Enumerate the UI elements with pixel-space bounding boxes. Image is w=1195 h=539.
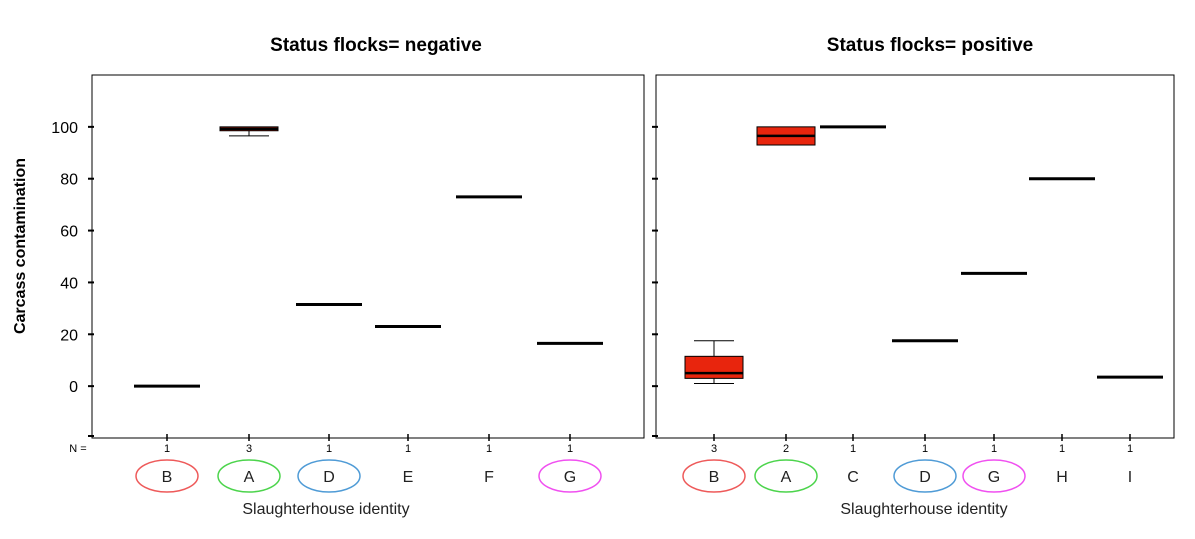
category-highlight-circle <box>893 459 957 493</box>
category-d: 1D <box>892 339 958 493</box>
n-count: 3 <box>711 443 717 455</box>
n-count: 1 <box>922 443 928 455</box>
y-tick-label: 40 <box>60 275 78 292</box>
category-a: 3A <box>217 126 281 493</box>
category-label: I <box>1128 469 1132 486</box>
category-highlight-circle <box>538 459 602 493</box>
category-label: D <box>323 469 335 486</box>
category-label: B <box>709 469 720 486</box>
n-count: 1 <box>991 443 997 455</box>
y-tick-label: 80 <box>60 172 78 189</box>
n-count: 1 <box>486 443 492 455</box>
category-highlight-circle <box>682 459 746 493</box>
category-highlight-circle <box>962 459 1026 493</box>
category-label: G <box>988 469 1000 486</box>
y-axis: 0 20 40 60 80 100 <box>51 120 94 437</box>
y-tick-label: 0 <box>69 379 78 396</box>
category-label: G <box>564 469 576 486</box>
n-label: N = <box>69 443 86 455</box>
plot-frame <box>655 74 1175 439</box>
n-count: 1 <box>405 443 411 455</box>
category-label: B <box>162 469 173 486</box>
category-label: C <box>847 469 859 486</box>
n-count: 1 <box>326 443 332 455</box>
category-highlight-circle <box>135 459 199 493</box>
x-axis-label: Slaughterhouse identity <box>242 501 409 518</box>
category-highlight-circle <box>297 459 361 493</box>
category-b: 1B <box>134 384 200 493</box>
n-count: 2 <box>783 443 789 455</box>
n-count: 1 <box>1059 443 1065 455</box>
category-highlight-circle <box>754 459 818 493</box>
n-count: 3 <box>246 443 252 455</box>
category-label: F <box>484 469 494 486</box>
category-g: 1G <box>961 271 1027 493</box>
panel-title: Status flocks= positive <box>827 35 1033 56</box>
category-d: 1D <box>296 302 362 493</box>
category-label: A <box>244 469 255 486</box>
category-b: 3B <box>682 340 746 493</box>
category-c: 1C <box>820 125 886 486</box>
n-count: 1 <box>567 443 573 455</box>
category-label: D <box>919 469 931 486</box>
plot-frame <box>91 74 645 439</box>
y-axis <box>652 125 658 437</box>
y-axis-label: Carcass contamination <box>12 158 29 334</box>
category-h: 1H <box>1029 177 1095 486</box>
y-tick-label: 100 <box>51 120 78 137</box>
n-count: 1 <box>1127 443 1133 455</box>
category-g: 1G <box>537 341 603 493</box>
category-a: 2A <box>754 126 818 493</box>
category-i: 1I <box>1097 375 1163 486</box>
panel-title: Status flocks= negative <box>270 35 482 56</box>
category-label: A <box>781 469 792 486</box>
box-iqr <box>684 355 744 379</box>
category-e: 1E <box>375 325 441 486</box>
category-highlight-circle <box>217 459 281 493</box>
n-count: 1 <box>850 443 856 455</box>
category-label: E <box>403 469 414 486</box>
x-axis-label: Slaughterhouse identity <box>840 501 1007 518</box>
y-tick-label: 60 <box>60 224 78 241</box>
n-count: 1 <box>164 443 170 455</box>
y-tick-label: 20 <box>60 327 78 344</box>
category-label: H <box>1056 469 1068 486</box>
category-f: 1F <box>456 195 522 486</box>
